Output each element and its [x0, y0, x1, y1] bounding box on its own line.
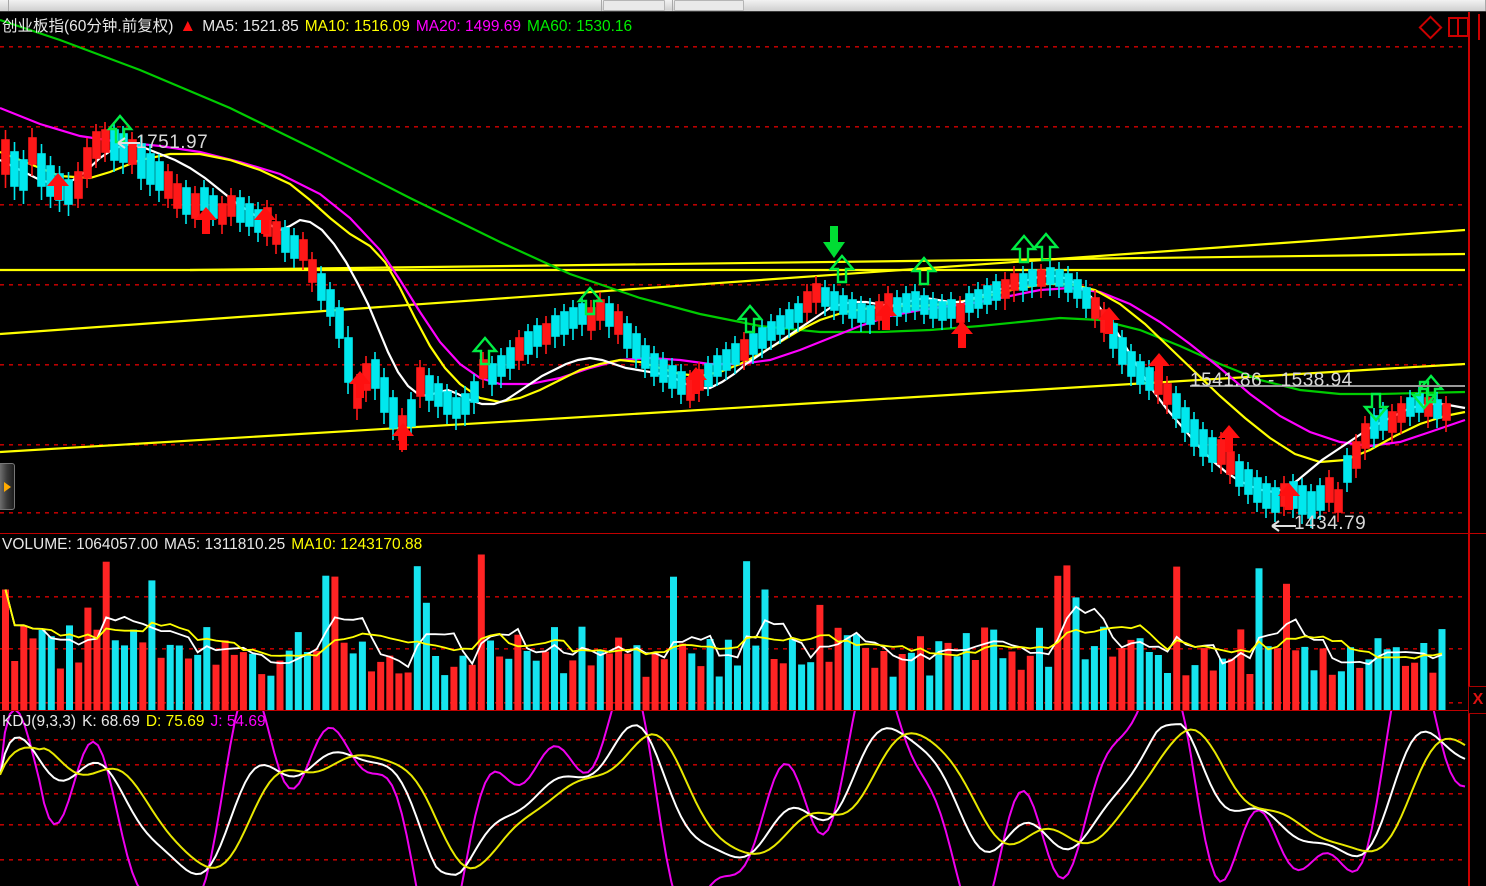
kdj-panel-header: KDJ(9,3,3) K: 68.69 D: 75.69 J: 54.69 — [2, 713, 272, 731]
price-chart-canvas — [0, 18, 1466, 532]
volume-ma10-readout: MA10: 1243170.88 — [291, 536, 423, 553]
volume-ma5-readout: MA5: 1311810.25 — [163, 536, 286, 553]
kdj-axis-right[interactable] — [1468, 711, 1470, 886]
candlestick-series — [1, 122, 1451, 528]
mid-price-annotation: 1541.86 - 1538.94 — [1190, 370, 1353, 391]
volume-ma5-line — [4, 589, 1443, 669]
price-axis-right[interactable] — [1468, 12, 1470, 533]
divider-icon — [1478, 14, 1480, 40]
kdj-k-readout: K: 68.69 — [82, 713, 140, 730]
kdj-gridlines — [0, 739, 1465, 861]
toolbar-button[interactable] — [603, 0, 665, 11]
kdj-chart-canvas — [0, 711, 1466, 886]
kdj-k-line — [0, 723, 1466, 876]
volume-kdj-divider — [0, 710, 1486, 711]
kdj-d-readout: D: 75.69 — [145, 713, 205, 730]
close-marker-button[interactable]: X — [1468, 686, 1486, 714]
buy-signal-arrows — [47, 173, 1300, 510]
kdj-d-line — [0, 728, 1466, 870]
price-volume-divider — [0, 533, 1486, 534]
low-label-arrow — [1271, 520, 1296, 532]
ma5-readout: MA5: 1521.85 — [202, 18, 299, 35]
toolbar-segment[interactable] — [666, 0, 673, 11]
price-chart-panel[interactable]: 创业板指(60分钟.前复权) ▲ MA5: 1521.85 MA10: 1516.09… — [0, 12, 1486, 533]
price-gridlines — [0, 46, 1465, 514]
ma10-line — [0, 150, 1466, 464]
ma5-line — [0, 142, 1466, 494]
toolbar-segment[interactable] — [9, 0, 602, 11]
volume-gridlines — [0, 596, 1465, 704]
split-window-icon[interactable] — [1448, 17, 1469, 37]
price-panel-header: 创业板指(60分钟.前复权) ▲ MA5: 1521.85 MA10: 1516.09… — [2, 14, 638, 36]
ma20-readout: MA20: 1499.69 — [415, 18, 521, 35]
scroll-left-arrow-icon — [3, 481, 11, 492]
volume-axis-right[interactable] — [1468, 534, 1470, 711]
volume-panel-header: VOLUME: 1064057.00 MA5: 1311810.25 MA10: 1… — [2, 536, 428, 554]
kdj-title: KDJ(9,3,3) — [2, 713, 77, 730]
trend-arrow-icon: ▲ — [179, 16, 197, 35]
toolbar-button[interactable] — [674, 0, 744, 11]
toolbar-segment[interactable] — [745, 0, 1486, 11]
volume-readout: VOLUME: 1064057.00 — [2, 536, 158, 553]
kdj-chart-panel[interactable]: KDJ(9,3,3) K: 68.69 D: 75.69 J: 54.69 — [0, 711, 1486, 886]
entry-marker-arrows — [106, 114, 1445, 404]
volume-chart-panel[interactable]: VOLUME: 1064057.00 MA5: 1311810.25 MA10: 1… — [0, 534, 1486, 711]
kdj-j-line — [0, 711, 1466, 886]
window-toolbar[interactable] — [0, 0, 1486, 12]
volume-ma10-line — [4, 589, 1443, 660]
sell-signal-arrow — [823, 226, 845, 258]
price-trendlines — [0, 228, 1466, 454]
exit-marker-arrows — [1362, 380, 1438, 422]
volume-chart-canvas — [0, 554, 1465, 711]
kdj-j-readout: J: 54.69 — [210, 713, 266, 730]
volume-bars — [2, 554, 1446, 711]
ma60-readout: MA60: 1530.16 — [527, 18, 633, 35]
ma10-readout: MA10: 1516.09 — [304, 18, 410, 35]
scroll-left-button[interactable] — [0, 463, 15, 510]
low-price-annotation: 1434.79 — [1294, 513, 1367, 533]
toolbar-segment[interactable] — [0, 0, 9, 11]
high-label-arrow — [117, 137, 140, 149]
instrument-name: 创业板指(60分钟.前复权) — [2, 18, 174, 35]
high-price-annotation: 1751.97 — [136, 132, 209, 153]
chart-tool-icons[interactable] — [1418, 14, 1480, 40]
diamond-icon[interactable] — [1418, 14, 1443, 40]
